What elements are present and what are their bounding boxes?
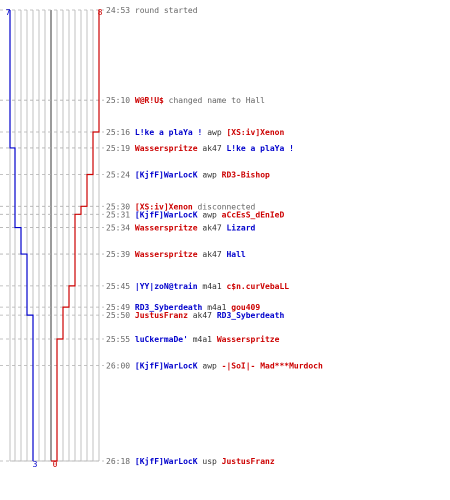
event-victim: Hall <box>226 250 245 259</box>
blue-team-end-count: 3 <box>33 460 38 469</box>
event-line: 25:30 [XS:iv]Xenon disconnected <box>106 201 256 211</box>
event-victim: [XS:iv]Xenon <box>226 127 284 137</box>
event-target: Hall <box>246 96 265 105</box>
event-line: 25:31 [KjfF]WarLocK awp aCcEsS_dEnIeD <box>106 209 284 219</box>
event-weapon: m4a1 <box>202 282 221 291</box>
red-team-end-count: 0 <box>53 460 58 469</box>
event-time: 25:45 <box>106 282 130 291</box>
event-weapon: ak47 <box>202 224 221 233</box>
event-line: 25:24 [KjfF]WarLocK awp RD3-Bishop <box>106 169 270 179</box>
event-victim: RD3-Bishop <box>222 169 270 179</box>
event-weapon: awp <box>202 170 217 179</box>
event-victim: aCcEsS_dEnIeD <box>222 210 285 219</box>
event-weapon: ak47 <box>202 250 221 259</box>
event-line: 26:18 [KjfF]WarLocK usp JustusFranz <box>106 456 275 466</box>
event-weapon: ak47 <box>193 311 212 320</box>
event-time: 25:16 <box>106 128 130 137</box>
event-line: 25:50 JustusFranz ak47 RD3_Syberdeath <box>106 311 284 320</box>
event-time: 25:31 <box>106 210 130 219</box>
event-killer: Wasserspritze <box>135 143 198 153</box>
event-weapon: awp <box>202 361 217 370</box>
event-time: 26:18 <box>106 457 130 466</box>
event-time: 26:00 <box>106 361 130 370</box>
event-weapon: m4a1 <box>207 303 226 312</box>
event-killer: Wasserspritze <box>135 249 198 259</box>
event-victim: c$n.curVebaLL <box>226 282 289 291</box>
event-victim: RD3_Syberdeath <box>217 311 285 320</box>
blue-team-start-count: 7 <box>6 8 11 17</box>
event-killer: [KjfF]WarLocK <box>135 209 198 219</box>
event-line: 25:16 L!ke a plaYa ! awp [XS:iv]Xenon <box>106 127 284 137</box>
event-line: 25:19 Wasserspritze ak47 L!ke a plaYa ! <box>106 143 294 153</box>
event-victim: -|SoI|- Mad***Murdoch <box>222 361 323 370</box>
event-victim: L!ke a plaYa ! <box>226 144 293 153</box>
event-line: 25:49 RD3_Syberdeath m4a1 gou409 <box>106 303 260 312</box>
event-time: 25:10 <box>106 96 130 105</box>
blue-team-alive-line <box>9 10 34 461</box>
event-line: 25:45 |YY|zoN@train m4a1 c$n.curVebaLL <box>106 281 289 291</box>
event-weapon: m4a1 <box>193 335 212 344</box>
event-time: 25:55 <box>106 335 130 344</box>
event-message: round started <box>135 6 198 15</box>
event-time: 25:19 <box>106 144 130 153</box>
event-victim: Lizard <box>226 223 255 233</box>
event-actor: [XS:iv]Xenon <box>135 201 193 211</box>
event-killer: [KjfF]WarLocK <box>135 456 198 466</box>
event-victim: JustusFranz <box>222 457 275 466</box>
event-time: 25:34 <box>106 224 130 233</box>
event-line: 26:00 [KjfF]WarLocK awp -|SoI|- Mad***Mu… <box>106 360 323 370</box>
event-time: 25:50 <box>106 311 130 320</box>
event-killer: L!ke a plaYa ! <box>135 128 202 137</box>
event-victim: gou409 <box>231 303 260 312</box>
event-weapon: ak47 <box>202 144 221 153</box>
event-weapon: usp <box>202 457 217 466</box>
event-time: 25:39 <box>106 250 130 259</box>
event-message: changed name to <box>169 96 241 105</box>
event-victim: Wasserspritze <box>217 334 280 344</box>
event-actor: W@R!U$ <box>135 96 164 105</box>
event-line: 25:39 Wasserspritze ak47 Hall <box>106 249 246 259</box>
event-line: 25:10 W@R!U$ changed name to Hall <box>106 96 265 105</box>
event-killer: luCkermaDe' <box>135 335 188 344</box>
event-killer: Wasserspritze <box>135 223 198 233</box>
event-time: 25:30 <box>106 202 130 211</box>
event-line: 25:34 Wasserspritze ak47 Lizard <box>106 223 256 233</box>
event-killer: [KjfF]WarLocK <box>135 169 198 179</box>
event-weapon: awp <box>207 128 222 137</box>
event-time: 25:24 <box>106 170 130 179</box>
event-killer: [KjfF]WarLocK <box>135 360 198 370</box>
event-message: disconnected <box>198 202 256 211</box>
event-time: 25:49 <box>106 303 130 312</box>
event-killer: RD3_Syberdeath <box>135 303 203 312</box>
event-line: 24:53 round started <box>106 6 198 15</box>
red-team-start-count: 8 <box>98 8 103 17</box>
event-killer: JustusFranz <box>135 311 188 320</box>
event-killer: |YY|zoN@train <box>135 281 198 291</box>
event-line: 25:55 luCkermaDe' m4a1 Wasserspritze <box>106 334 280 344</box>
event-weapon: awp <box>202 210 217 219</box>
red-team-alive-line <box>51 10 100 462</box>
event-time: 24:53 <box>106 6 130 15</box>
